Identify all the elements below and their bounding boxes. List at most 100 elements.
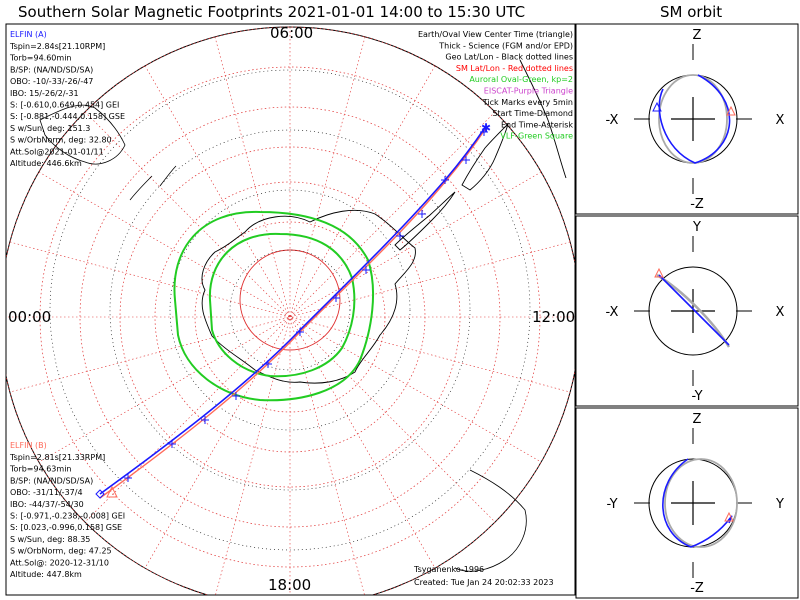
sat-info-line: IBO: -44/37/-54/30 bbox=[10, 500, 84, 509]
elfin-a-track bbox=[99, 125, 487, 495]
elfin-b-start-triangle bbox=[106, 485, 118, 498]
clock-label-left: 00:00 bbox=[8, 308, 51, 326]
orbit-b-path bbox=[664, 458, 738, 548]
clock-label-right: 12:00 bbox=[532, 308, 575, 326]
sat-info-line: B/SP: (NA/ND/SD/SA) bbox=[10, 476, 93, 485]
orbit-panel-frame bbox=[575, 215, 799, 407]
legend-item: Thick - Science (FGM and/or EPD) bbox=[438, 41, 573, 50]
legend-item: SM Lat/Lon - Red dotted lines bbox=[456, 64, 573, 73]
orbit-axis-label: -X bbox=[606, 113, 619, 128]
legend-item: Auroral Oval-Green, kp=2 bbox=[469, 75, 573, 84]
auroral-oval-outer bbox=[173, 210, 375, 402]
sm-meridian-line bbox=[144, 65, 436, 569]
legend-item: Geo Lat/Lon - Black dotted lines bbox=[445, 53, 573, 62]
sm-meridian-line bbox=[144, 65, 436, 569]
sat-info-line: Torb=94.60min bbox=[9, 54, 71, 63]
africa-coastline bbox=[454, 469, 527, 572]
sat-info-line: S: [0.023,-0.996,0.158] GSE bbox=[10, 523, 122, 532]
sm-meridian-line bbox=[38, 171, 542, 463]
orbit-axis-label: X bbox=[776, 113, 785, 128]
legend-item: Earth/Oval View Center Time (triangle) bbox=[418, 30, 573, 39]
sat-info-line: Att.Sol@2021-01-01/11 bbox=[10, 147, 104, 156]
orbit-b-path bbox=[658, 74, 728, 164]
sm-meridian-line bbox=[9, 241, 571, 393]
sat-info-line: Altitude: 447.8km bbox=[10, 570, 82, 579]
orbit-a-path bbox=[658, 274, 730, 346]
orbit-a-path bbox=[658, 74, 731, 164]
clock-label-bottom: 18:00 bbox=[268, 576, 311, 594]
orbit-start-triangle bbox=[726, 105, 736, 116]
sat-info-line: S: [-0.610,0.649,0.454] GEI bbox=[10, 101, 119, 110]
polar-plot-frame bbox=[5, 23, 576, 596]
south-america-coastline bbox=[461, 59, 567, 191]
orbit-axis-label: Y bbox=[775, 497, 784, 512]
elfin-a-info: ELFIN (A) Tspin=2.84s[21.10RPM] Torb=94.6… bbox=[9, 30, 125, 168]
sat-info-line: Altitude: 446.6km bbox=[10, 159, 82, 168]
sm-meridian-line bbox=[214, 36, 365, 595]
sat-info-line: S w/Sun, deg: 151.3 bbox=[10, 124, 90, 133]
sm-meridians bbox=[6, 27, 575, 595]
sat-info-line: S: [-0.881,-0.444,0.158] GSE bbox=[10, 112, 125, 121]
sat-info-line: Att.Sol@: 2020-12-31/10 bbox=[10, 558, 109, 567]
sat-info-line: S w/OrbNorm, deg: 32.80 bbox=[10, 136, 112, 145]
new-zealand-coastline bbox=[129, 165, 177, 201]
orbit-axis-label: -Y bbox=[606, 497, 617, 512]
sm-pole-circle bbox=[239, 249, 341, 351]
sat-info-line: S w/Sun, deg: 88.35 bbox=[10, 535, 90, 544]
track-tick-marks bbox=[124, 128, 488, 482]
orbit-axis-label: -Z bbox=[690, 581, 704, 596]
model-credit: Tsyganenko-1996 bbox=[413, 565, 484, 574]
auroral-oval-inner bbox=[208, 232, 356, 378]
orbit-axis-label: Y bbox=[692, 220, 701, 235]
orbit-axis-label: Z bbox=[693, 412, 702, 427]
sm-meridian-line bbox=[215, 36, 366, 595]
sat-info-line: IBO: 15/-26/2/-31 bbox=[10, 89, 79, 98]
sat-info-line: OBO: -31/11/-37/4 bbox=[10, 488, 83, 497]
australia-coastline bbox=[39, 104, 126, 165]
sm-meridian-line bbox=[9, 241, 571, 393]
clock-label-top: 06:00 bbox=[270, 24, 313, 42]
earth-circle bbox=[648, 266, 738, 356]
orbit-start-triangle bbox=[652, 101, 662, 112]
sm-meridian-line bbox=[84, 111, 496, 523]
orbit-panels: Z -Z -X X Y -Y -X X Z -Z -Y Y bbox=[575, 23, 799, 599]
elfin-b-info: ELFIN (B) Tspin=2.81s[21.33RPM] Torb=94.6… bbox=[9, 441, 125, 579]
legend-item: Tick Marks every 5min bbox=[482, 98, 573, 107]
sat-info-line: Tspin=2.84s[21.10RPM] bbox=[9, 42, 105, 51]
legend: Earth/Oval View Center Time (triangle) Th… bbox=[418, 30, 573, 141]
orbit-panel-1: Z -Z -X X bbox=[575, 23, 799, 215]
geo-lat-circles bbox=[49, 69, 531, 551]
orbit-axis-label: -X bbox=[606, 305, 619, 320]
legend-item: VLF-Green Square bbox=[500, 132, 573, 141]
polar-plot-area: ✱ bbox=[6, 26, 575, 595]
orbit-axis-label: X bbox=[776, 305, 785, 320]
sat-info-line: Torb=94.63min bbox=[9, 465, 71, 474]
orbit-start-triangle bbox=[724, 511, 734, 522]
orbit-start-triangle bbox=[654, 267, 664, 278]
elfin-a-end-asterisk: ✱ bbox=[481, 121, 491, 135]
sat-info-line: S: [-0.971,-0.238,-0.008] GEI bbox=[10, 512, 125, 521]
sat-info-line: S w/OrbNorm, deg: 47.25 bbox=[10, 547, 112, 556]
antarctic-peninsula bbox=[394, 191, 456, 251]
orbit-axis-label: -Y bbox=[691, 389, 702, 404]
orbit-panel-frame bbox=[575, 23, 799, 215]
legend-item: EISCAT-Purple Triangle bbox=[484, 87, 573, 96]
created-timestamp: Created: Tue Jan 24 20:02:33 2023 bbox=[414, 578, 554, 587]
orbit-axis-label: -Z bbox=[690, 197, 704, 212]
orbit-panel-2: Y -Y -X X bbox=[575, 215, 799, 407]
plot-title: Southern Solar Magnetic Footprints 2021-… bbox=[18, 3, 525, 21]
antarctica-coastline bbox=[201, 209, 416, 384]
orbit-panel-frame bbox=[575, 407, 799, 599]
elfin-b-track bbox=[99, 127, 487, 499]
legend-item: End Time-Asterisk bbox=[501, 120, 573, 129]
sat-info-line: OBO: -10/-33/-26/-47 bbox=[10, 77, 93, 86]
sm-meridian-line bbox=[84, 111, 496, 523]
sat-info-line: B/SP: (NA/ND/SD/SA) bbox=[10, 65, 93, 74]
orbit-axis-label: Z bbox=[693, 28, 702, 43]
elfin-a-name: ELFIN (A) bbox=[10, 30, 47, 39]
elfin-a-start-diamond bbox=[95, 489, 105, 499]
sm-meridian-line bbox=[38, 171, 542, 463]
orbit-title: SM orbit bbox=[660, 3, 722, 21]
legend-item: Start Time-Diamond bbox=[492, 109, 573, 118]
